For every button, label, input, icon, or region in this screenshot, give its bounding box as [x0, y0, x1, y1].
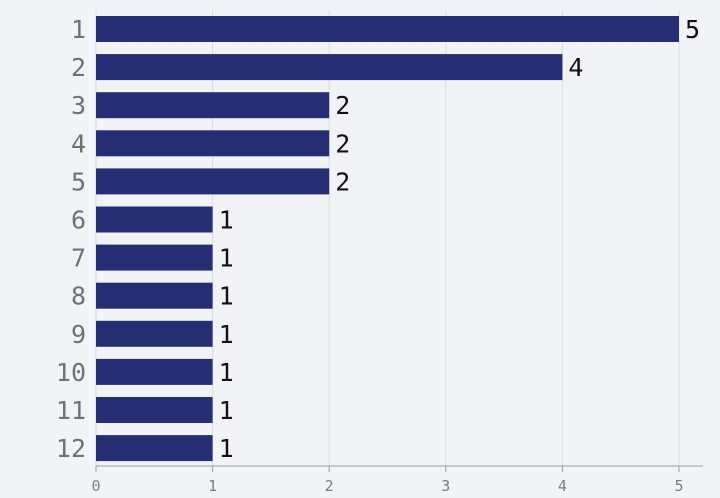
bar	[96, 54, 563, 81]
gridlines	[95, 10, 680, 466]
bars	[96, 16, 679, 462]
bar	[96, 244, 213, 271]
x-tick-label: 1	[208, 477, 217, 495]
x-tick-label: 5	[674, 477, 683, 495]
value-label: 5	[685, 15, 700, 44]
x-axis: 0 1 2 3 4 5	[91, 465, 703, 495]
value-label: 1	[219, 206, 234, 235]
value-label: 2	[335, 129, 350, 158]
category-label: 9	[71, 320, 86, 349]
x-tick-label: 0	[91, 477, 100, 495]
x-tick-label: 3	[441, 477, 450, 495]
category-label: 8	[71, 282, 86, 311]
category-label: 11	[56, 396, 86, 425]
value-label: 1	[219, 434, 234, 463]
x-tick-label: 4	[558, 477, 567, 495]
category-label: 12	[56, 434, 86, 463]
bar	[96, 397, 213, 423]
bar	[96, 130, 330, 157]
x-tick-label: 2	[325, 477, 334, 495]
bar	[96, 92, 330, 119]
bar	[96, 168, 330, 195]
value-labels: 5 4 2 2 2 1 1 1 1 1 1 1	[219, 15, 700, 463]
value-label: 4	[568, 53, 583, 82]
category-label: 3	[71, 91, 86, 120]
value-label: 2	[335, 91, 350, 120]
value-label: 1	[219, 244, 234, 273]
category-label: 2	[71, 53, 86, 82]
value-label: 1	[219, 282, 234, 311]
bar	[96, 206, 213, 233]
category-label: 5	[71, 167, 86, 196]
value-label: 1	[219, 396, 234, 425]
category-label: 1	[71, 15, 86, 44]
value-label: 1	[219, 320, 234, 349]
category-label: 10	[56, 358, 86, 387]
category-label: 4	[71, 129, 86, 158]
bar	[96, 435, 213, 462]
category-label: 6	[71, 206, 86, 235]
bar	[96, 320, 213, 347]
value-label: 1	[219, 358, 234, 387]
category-label: 7	[71, 244, 86, 273]
bar	[96, 358, 213, 385]
value-label: 2	[335, 167, 350, 196]
bar	[96, 16, 679, 42]
bar	[96, 282, 213, 309]
